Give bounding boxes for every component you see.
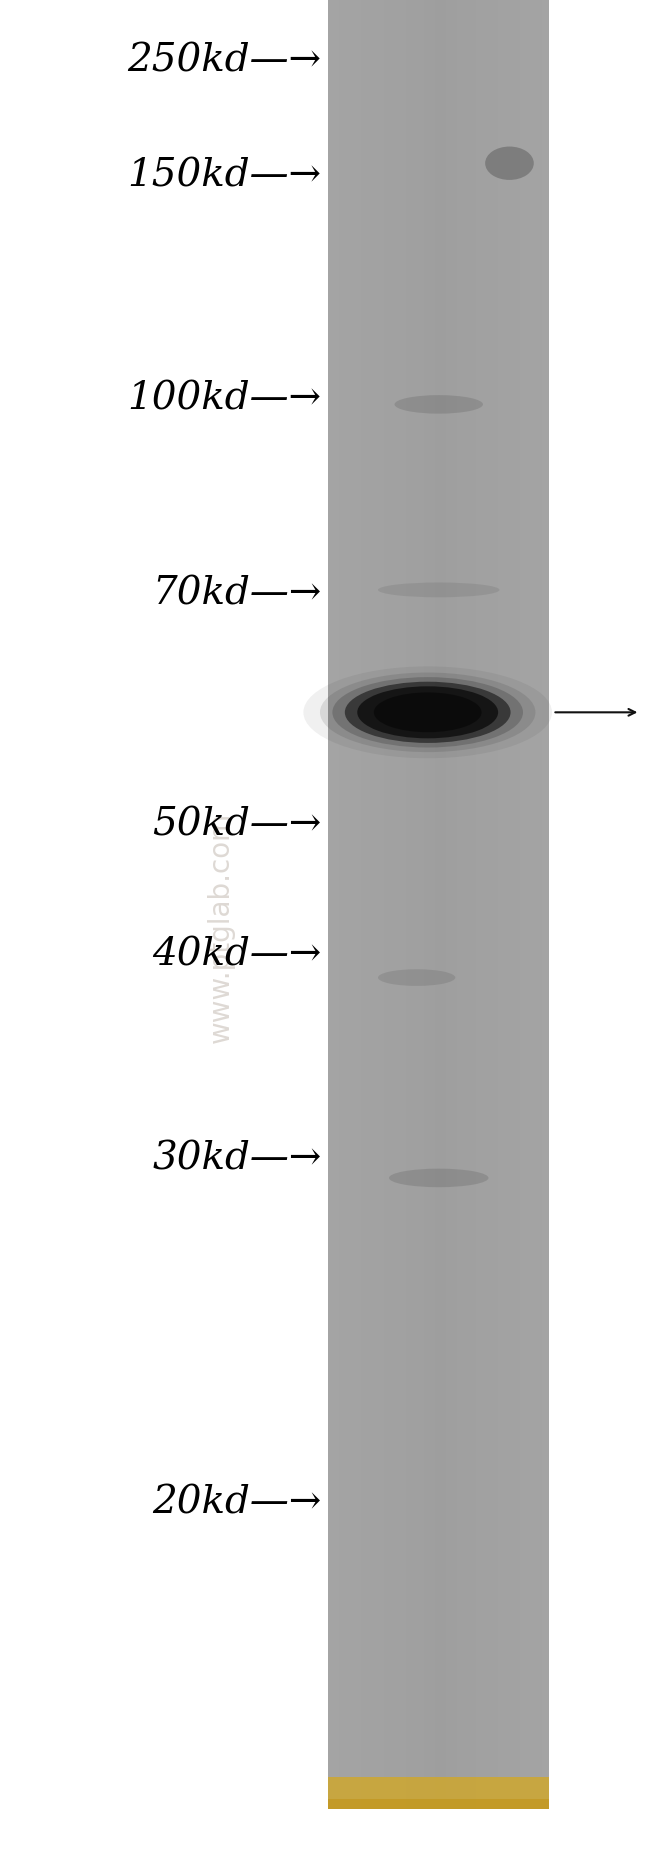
Bar: [432, 0, 435, 1809]
Bar: [457, 0, 461, 1809]
Bar: [520, 0, 523, 1809]
Bar: [454, 0, 457, 1809]
Bar: [380, 0, 383, 1809]
Bar: [343, 0, 346, 1809]
Bar: [443, 0, 446, 1809]
Bar: [461, 0, 465, 1809]
Bar: [406, 0, 410, 1809]
Bar: [538, 0, 542, 1809]
Text: 250kd—→: 250kd—→: [127, 43, 322, 80]
Bar: [398, 0, 402, 1809]
Ellipse shape: [395, 395, 483, 414]
Bar: [421, 0, 424, 1809]
Bar: [487, 0, 490, 1809]
Bar: [498, 0, 501, 1809]
Bar: [328, 0, 549, 1809]
Bar: [417, 0, 421, 1809]
Bar: [542, 0, 545, 1809]
Bar: [335, 0, 339, 1809]
Bar: [468, 0, 472, 1809]
Ellipse shape: [320, 673, 536, 751]
Bar: [531, 0, 534, 1809]
Bar: [479, 0, 483, 1809]
Text: 50kd—→: 50kd—→: [152, 807, 322, 844]
Bar: [350, 0, 354, 1809]
Text: 70kd—→: 70kd—→: [152, 575, 322, 612]
Bar: [387, 0, 391, 1809]
Bar: [512, 0, 516, 1809]
Ellipse shape: [374, 692, 482, 733]
Bar: [439, 0, 443, 1809]
Text: 20kd—→: 20kd—→: [152, 1484, 322, 1521]
Ellipse shape: [358, 686, 498, 738]
Bar: [369, 0, 372, 1809]
Bar: [365, 0, 369, 1809]
Text: 40kd—→: 40kd—→: [152, 937, 322, 974]
Bar: [450, 0, 454, 1809]
Bar: [527, 0, 531, 1809]
Bar: [523, 0, 527, 1809]
Bar: [376, 0, 380, 1809]
Bar: [332, 0, 335, 1809]
Bar: [361, 0, 365, 1809]
Bar: [545, 0, 549, 1809]
Bar: [516, 0, 520, 1809]
Ellipse shape: [389, 1169, 489, 1187]
Bar: [494, 0, 498, 1809]
Bar: [391, 0, 395, 1809]
Ellipse shape: [378, 968, 456, 987]
Bar: [339, 0, 343, 1809]
Bar: [402, 0, 406, 1809]
Ellipse shape: [378, 582, 500, 597]
Bar: [384, 0, 387, 1809]
Bar: [410, 0, 413, 1809]
Bar: [472, 0, 476, 1809]
Bar: [328, 1777, 549, 1809]
Bar: [534, 0, 538, 1809]
Bar: [346, 0, 350, 1809]
Ellipse shape: [345, 681, 511, 744]
Bar: [372, 0, 376, 1809]
Bar: [501, 0, 505, 1809]
Bar: [428, 0, 432, 1809]
Bar: [328, 0, 332, 1809]
Bar: [328, 1799, 549, 1809]
Bar: [413, 0, 417, 1809]
Ellipse shape: [304, 666, 552, 759]
Bar: [446, 0, 450, 1809]
Bar: [505, 0, 509, 1809]
Bar: [465, 0, 468, 1809]
Text: www.ptglab.com: www.ptglab.com: [207, 812, 235, 1043]
Bar: [435, 0, 439, 1809]
Ellipse shape: [485, 147, 534, 180]
Bar: [490, 0, 494, 1809]
Text: 30kd—→: 30kd—→: [152, 1141, 322, 1178]
Bar: [354, 0, 358, 1809]
Bar: [476, 0, 479, 1809]
Bar: [424, 0, 428, 1809]
Bar: [395, 0, 398, 1809]
Text: 100kd—→: 100kd—→: [127, 380, 322, 417]
Bar: [483, 0, 487, 1809]
Bar: [358, 0, 361, 1809]
Text: 150kd—→: 150kd—→: [127, 158, 322, 195]
Ellipse shape: [332, 677, 523, 748]
Bar: [509, 0, 512, 1809]
